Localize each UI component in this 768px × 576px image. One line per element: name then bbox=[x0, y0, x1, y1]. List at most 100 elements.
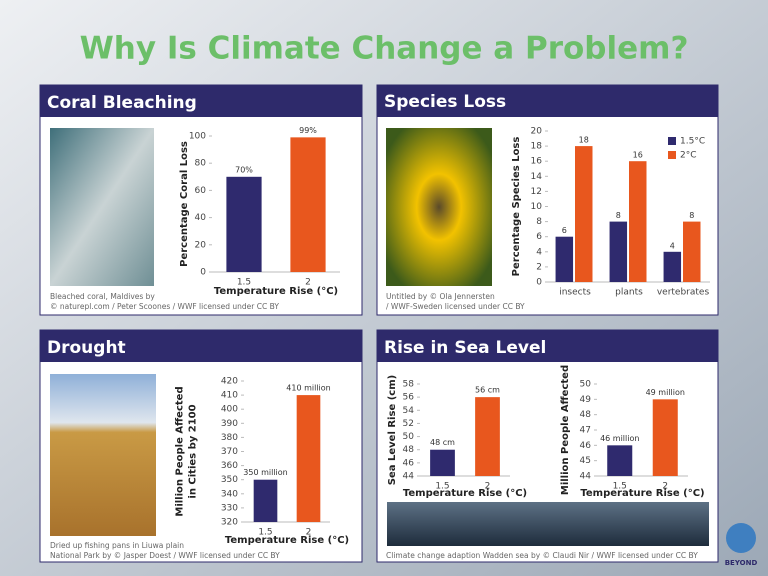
value-label: 70% bbox=[235, 165, 253, 174]
y-tick-label: 380 bbox=[221, 433, 238, 443]
y-tick-label: 60 bbox=[195, 186, 207, 196]
y-tick-label: 420 bbox=[221, 377, 238, 387]
y-tick-label: 50 bbox=[580, 380, 592, 390]
x-axis-title: Temperature Rise (°C) bbox=[580, 488, 704, 499]
y-tick-label: 4 bbox=[536, 247, 542, 257]
bar bbox=[609, 221, 628, 282]
y-tick-label: 0 bbox=[200, 268, 206, 278]
bar bbox=[475, 397, 500, 476]
x-tick-label: 2 bbox=[305, 278, 311, 288]
y-axis-title: Million People Affected bbox=[560, 365, 571, 495]
panel-heading: Species Loss bbox=[384, 92, 506, 112]
bar bbox=[663, 251, 682, 282]
bar bbox=[555, 236, 574, 282]
photo bbox=[387, 502, 709, 546]
y-tick-label: 44 bbox=[403, 472, 415, 482]
y-tick-label: 47 bbox=[580, 426, 591, 436]
value-label: 46 million bbox=[600, 434, 639, 443]
y-tick-label: 40 bbox=[195, 213, 207, 223]
logo-text: BEYOND bbox=[725, 559, 758, 567]
caption: Climate change adaption Wadden sea by © … bbox=[386, 551, 698, 560]
y-tick-label: 16 bbox=[531, 157, 543, 167]
x-tick-label: insects bbox=[559, 288, 591, 298]
caption: © naturepl.com / Peter Scoones / WWF lic… bbox=[50, 302, 279, 311]
y-tick-label: 8 bbox=[536, 217, 542, 227]
y-tick-label: 0 bbox=[536, 278, 542, 288]
y-tick-label: 100 bbox=[189, 132, 206, 142]
y-tick-label: 14 bbox=[531, 172, 543, 182]
value-label: 56 cm bbox=[475, 386, 500, 395]
photo bbox=[50, 128, 154, 286]
caption: / WWF-Sweden licensed under CC BY bbox=[386, 302, 525, 311]
value-label: 8 bbox=[616, 211, 621, 220]
y-tick-label: 350 bbox=[221, 475, 238, 485]
caption: National Park by © Jasper Doest / WWF li… bbox=[50, 551, 280, 560]
y-tick-label: 54 bbox=[403, 406, 415, 416]
y-tick-label: 10 bbox=[531, 202, 543, 212]
y-axis-title: Percentage Species Loss bbox=[511, 137, 522, 277]
value-label: 48 cm bbox=[430, 438, 455, 447]
x-tick-label: 2 bbox=[306, 528, 312, 538]
y-tick-label: 12 bbox=[531, 187, 542, 197]
x-tick-label: 1.5 bbox=[435, 482, 449, 492]
photo bbox=[50, 374, 156, 536]
y-tick-label: 46 bbox=[580, 441, 592, 451]
y-tick-label: 20 bbox=[195, 240, 207, 250]
panel-heading: Coral Bleaching bbox=[47, 93, 197, 113]
x-axis-title: Temperature Rise (°C) bbox=[225, 535, 349, 546]
value-label: 6 bbox=[562, 226, 567, 235]
bar bbox=[226, 176, 262, 272]
panel-header bbox=[377, 85, 718, 117]
legend-label: 2°C bbox=[680, 151, 697, 161]
panel-heading: Rise in Sea Level bbox=[384, 338, 546, 358]
y-tick-label: 45 bbox=[580, 456, 591, 466]
y-tick-label: 20 bbox=[531, 127, 543, 137]
y-tick-label: 48 bbox=[580, 410, 592, 420]
bar bbox=[296, 395, 321, 522]
value-label: 16 bbox=[633, 151, 643, 160]
legend-swatch bbox=[668, 151, 676, 159]
y-tick-label: 56 bbox=[403, 393, 415, 403]
y-tick-label: 390 bbox=[221, 419, 238, 429]
y-tick-label: 48 bbox=[403, 445, 415, 455]
y-tick-label: 400 bbox=[221, 405, 238, 415]
value-label: 18 bbox=[579, 136, 589, 145]
y-axis-title: Million People Affected bbox=[175, 386, 186, 516]
x-tick-label: 1.5 bbox=[613, 482, 627, 492]
x-axis-title: Temperature Rise (°C) bbox=[214, 286, 338, 297]
y-axis-title: Sea Level Rise (cm) bbox=[387, 375, 398, 485]
bar bbox=[575, 146, 593, 282]
y-tick-label: 49 bbox=[580, 395, 592, 405]
bar bbox=[430, 449, 455, 476]
y-tick-label: 6 bbox=[536, 232, 542, 242]
x-tick-label: vertebrates bbox=[657, 288, 710, 298]
panel-header bbox=[377, 330, 718, 362]
y-tick-label: 46 bbox=[403, 458, 415, 468]
x-tick-label: 2 bbox=[662, 482, 668, 492]
value-label: 410 million bbox=[286, 384, 330, 393]
y-axis-title: Percentage Coral Loss bbox=[179, 141, 190, 267]
legend-swatch bbox=[668, 137, 676, 145]
y-tick-label: 50 bbox=[403, 432, 415, 442]
x-tick-label: plants bbox=[615, 288, 643, 298]
panel-heading: Drought bbox=[47, 338, 126, 358]
y-tick-label: 370 bbox=[221, 447, 238, 457]
bar bbox=[290, 137, 326, 272]
y-tick-label: 320 bbox=[221, 518, 238, 528]
y-tick-label: 44 bbox=[580, 472, 592, 482]
x-tick-label: 1.5 bbox=[258, 528, 272, 538]
bar bbox=[607, 445, 633, 476]
panel-header bbox=[40, 330, 362, 362]
panel-header bbox=[40, 85, 362, 117]
logo-globe bbox=[726, 523, 756, 553]
bar bbox=[683, 221, 701, 282]
y-tick-label: 360 bbox=[221, 461, 238, 471]
caption: Untitled by © Ola Jennersten bbox=[386, 292, 495, 301]
x-axis-title: Temperature Rise (°C) bbox=[403, 488, 527, 499]
x-tick-label: 1.5 bbox=[237, 278, 251, 288]
y-tick-label: 340 bbox=[221, 489, 238, 499]
slide-title: Why Is Climate Change a Problem? bbox=[80, 31, 689, 67]
y-axis-title: in Cities by 2100 bbox=[188, 404, 199, 498]
y-tick-label: 410 bbox=[221, 391, 238, 401]
